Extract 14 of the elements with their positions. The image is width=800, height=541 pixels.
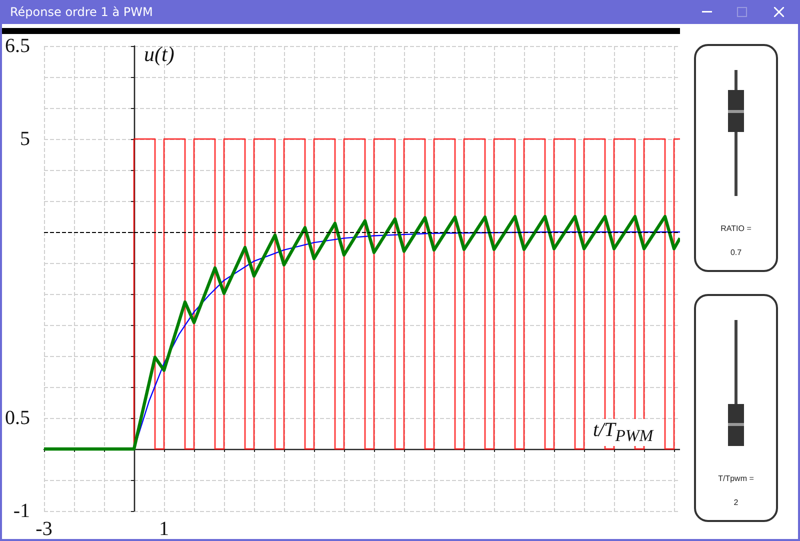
line-series <box>42 214 680 451</box>
y-tick-label: 5 <box>20 128 30 150</box>
y-tick-label: -1 <box>13 500 30 522</box>
x-tick-label: -3 <box>36 518 52 540</box>
y-tick-label: 0.5 <box>5 407 30 429</box>
text: 2 <box>732 498 740 507</box>
x-tick-label: 1 <box>159 518 169 540</box>
text: T/Tpwm = <box>717 474 755 483</box>
x-axis-title: t/T$_{PWM}$ <box>590 419 656 446</box>
chart-title: Réponse ordre 1 à PWM <box>10 4 153 21</box>
text: 0.7 <box>729 248 743 257</box>
y-tick-label: 6.5 <box>5 35 30 57</box>
text: RATIO = <box>720 224 752 233</box>
y-axis-title: u(t) <box>144 42 174 67</box>
